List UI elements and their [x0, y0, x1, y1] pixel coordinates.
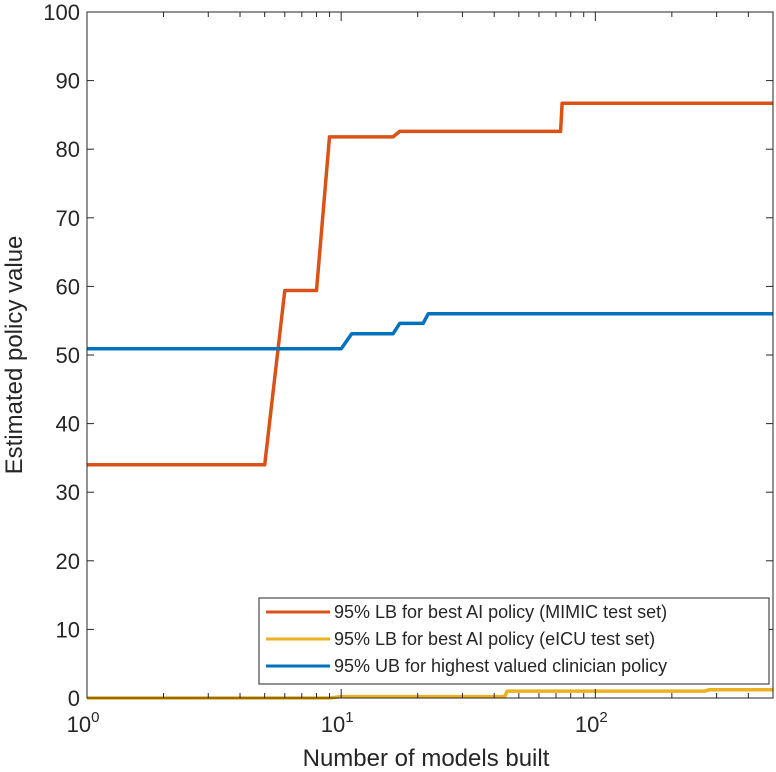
- legend-box: [258, 597, 770, 685]
- y-tick-label: 50: [56, 343, 80, 368]
- legend-entry-clinician: 95% UB for highest valued clinician poli…: [334, 656, 667, 676]
- y-axis-label: Estimated policy value: [1, 236, 28, 475]
- x-axis: 100 101 102: [67, 12, 774, 737]
- x-tick-label: 100: [67, 709, 100, 737]
- y-tick-label: 10: [56, 617, 80, 642]
- legend: 95% LB for best AI policy (MIMIC test se…: [258, 597, 770, 685]
- series-line-mimic: [87, 101, 773, 467]
- y-tick-label: 30: [56, 480, 80, 505]
- series-line-clinician: [87, 312, 773, 351]
- y-tick-label: 90: [56, 69, 80, 94]
- y-axis: 0 10 20 30 40 50 60 70 80 90 100: [43, 0, 773, 711]
- y-tick-label: 20: [56, 549, 80, 574]
- y-tick-label: 40: [56, 412, 80, 437]
- y-tick-label: 70: [56, 206, 80, 231]
- legend-entry-eicu: 95% LB for best AI policy (eICU test set…: [334, 629, 655, 649]
- y-tick-label: 60: [56, 274, 80, 299]
- y-tick-label: 100: [43, 0, 80, 25]
- x-tick-label: 102: [575, 709, 608, 737]
- y-tick-label: 0: [68, 686, 80, 711]
- x-tick-label: 101: [321, 709, 354, 737]
- y-tick-label: 80: [56, 137, 80, 162]
- x-axis-label: Number of models built: [303, 745, 550, 772]
- legend-entry-mimic: 95% LB for best AI policy (MIMIC test se…: [334, 602, 667, 622]
